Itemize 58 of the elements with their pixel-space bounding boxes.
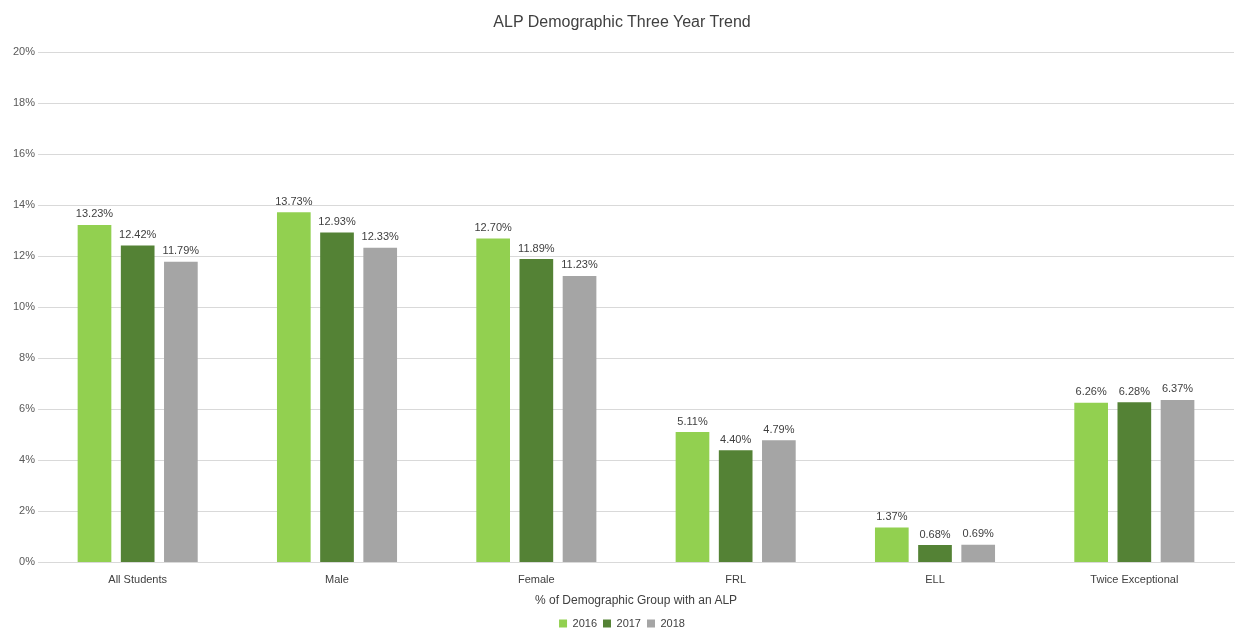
legend-label: 2018 [660, 616, 685, 629]
data-label: 12.33% [361, 230, 400, 243]
x-tick-label: ELL [925, 573, 945, 586]
x-tick-label: FRL [725, 573, 747, 586]
data-label: 6.28% [1118, 384, 1151, 397]
y-tick-label: 6% [19, 402, 36, 415]
data-label: 12.70% [474, 220, 513, 233]
bar [1074, 402, 1108, 562]
bar [874, 527, 909, 562]
bar [476, 238, 510, 562]
bar [718, 450, 753, 562]
data-label: 5.11% [677, 414, 708, 427]
bar [164, 261, 198, 562]
data-label: 13.73% [275, 194, 313, 207]
x-tick-label: Twice Exceptional [1090, 573, 1179, 586]
y-tick-label: 18% [12, 96, 36, 109]
y-tick-label: 14% [12, 198, 36, 211]
bar [562, 275, 597, 562]
y-tick-label: 10% [12, 300, 36, 313]
legend-label: 2016 [572, 616, 598, 629]
bar [675, 432, 710, 562]
data-label: 6.37% [1161, 382, 1194, 395]
bar [363, 247, 398, 562]
bar [519, 259, 554, 562]
chart-title: ALP Demographic Three Year Trend [493, 13, 751, 31]
x-tick-label: All Students [108, 573, 168, 586]
y-tick-label: 16% [12, 147, 36, 160]
x-axis-title: % of Demographic Group with an ALP [534, 593, 738, 608]
data-label: 12.42% [119, 228, 157, 241]
legend-label: 2017 [616, 616, 641, 629]
bar [1160, 399, 1195, 562]
y-tick-label: 20% [12, 45, 36, 58]
data-label: 4.79% [763, 422, 795, 435]
data-label: 11.89% [518, 241, 555, 254]
bar [762, 440, 796, 562]
bar [961, 544, 996, 562]
y-tick-label: 8% [19, 351, 36, 364]
data-label: 6.26% [1075, 385, 1107, 398]
bar [1117, 402, 1152, 562]
data-label: 4.40% [720, 432, 752, 445]
y-tick-label: 4% [19, 453, 36, 466]
data-label: 0.69% [962, 527, 994, 540]
x-tick-label: Female [518, 573, 555, 586]
x-tick-label: Male [325, 573, 349, 586]
bar [77, 224, 112, 562]
data-label: 1.37% [876, 509, 908, 522]
bar [276, 212, 311, 562]
bar [918, 545, 952, 562]
data-label: 11.79% [162, 244, 200, 257]
y-tick-label: 2% [19, 504, 36, 517]
bar [120, 245, 155, 562]
y-tick-label: 12% [12, 249, 36, 262]
bar [320, 232, 354, 562]
y-tick-label: 0% [19, 555, 36, 568]
data-label: 12.93% [318, 215, 356, 228]
data-label: 0.68% [919, 527, 951, 540]
data-label: 11.23% [561, 258, 598, 271]
data-label: 13.23% [75, 207, 114, 220]
